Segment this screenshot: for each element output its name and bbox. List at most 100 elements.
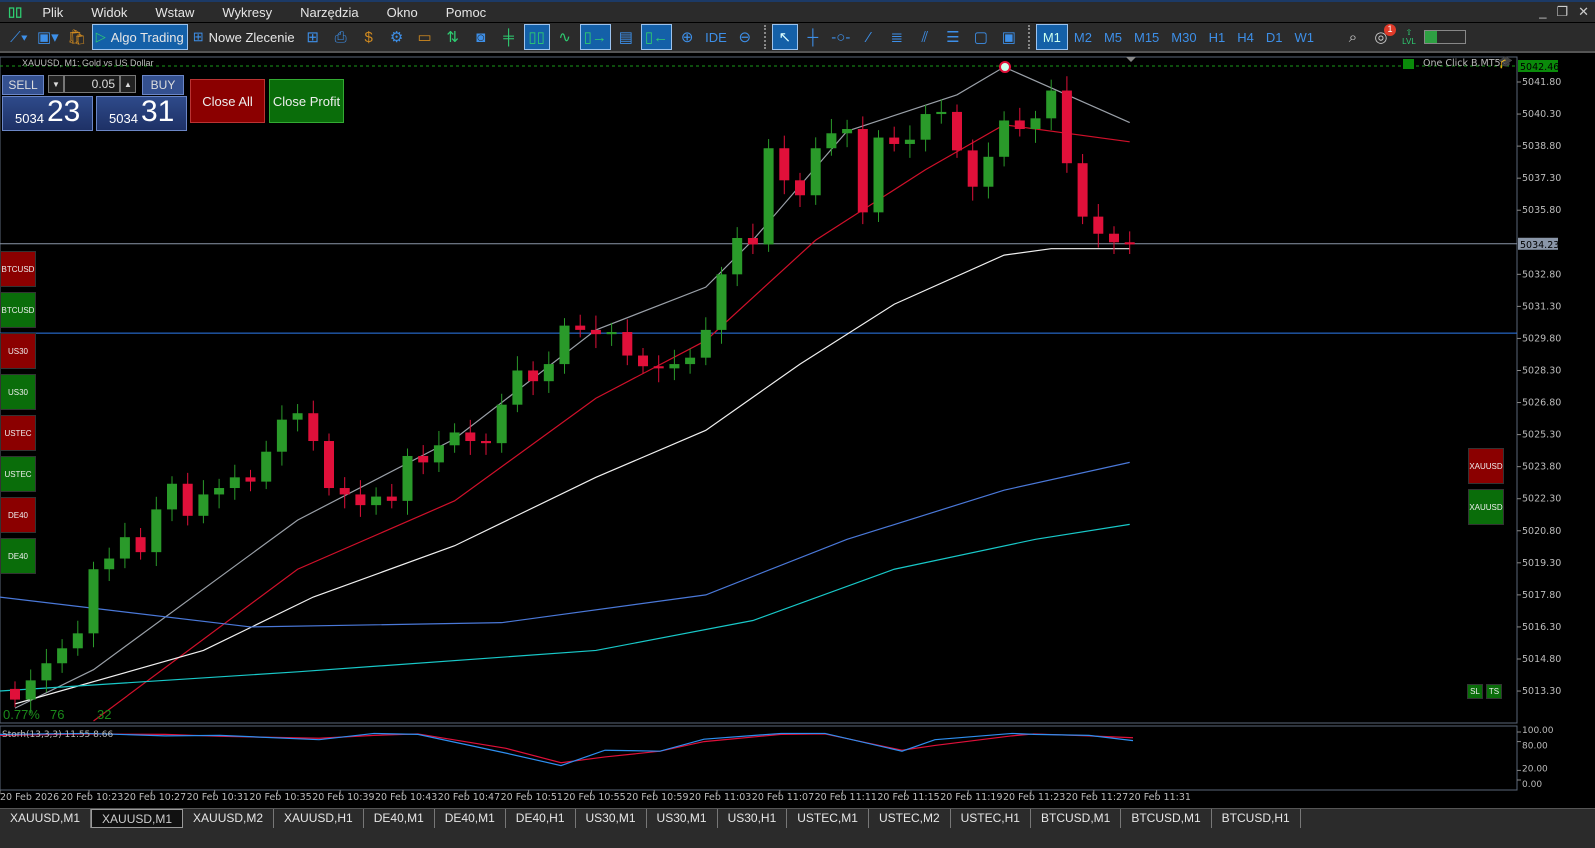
chart-tab[interactable]: USTEC,M1 — [787, 809, 869, 828]
chart-tab[interactable]: XAUUSD,H1 — [274, 809, 364, 828]
timeframe-d1[interactable]: D1 — [1265, 29, 1283, 45]
timeframe-w1[interactable]: W1 — [1294, 29, 1314, 45]
lines-icon[interactable]: ☰ — [946, 29, 960, 46]
symbol-button-de40-green[interactable]: DE40 — [0, 538, 36, 574]
chart-tab[interactable]: US30,M1 — [647, 809, 718, 828]
menu-pomoc[interactable]: Pomoc — [445, 4, 487, 20]
chart-tab[interactable]: DE40,M1 — [435, 809, 506, 828]
print-icon[interactable]: ⎙ — [334, 28, 347, 46]
close-all-button[interactable]: Close All — [190, 79, 265, 123]
chart-tab[interactable]: BTCUSD,M1 — [1031, 809, 1122, 828]
autoscroll-icon[interactable]: ▯→ — [579, 24, 611, 50]
crosshair-icon[interactable]: ┼ — [807, 28, 819, 46]
symbol-button-btcusd-red[interactable]: BTCUSD — [0, 251, 36, 287]
chart-shift-icon[interactable]: ▯← — [640, 24, 673, 50]
rectangle-icon[interactable]: ▢ — [973, 29, 988, 46]
chart-tab[interactable]: US30,H1 — [718, 809, 788, 828]
bull-candle — [983, 156, 994, 187]
buy-button[interactable]: BUY — [142, 75, 184, 95]
new-order-button[interactable]: ⊞ Nowe Zlecenie — [192, 29, 295, 45]
screenshot-icon[interactable]: ◙ — [476, 28, 486, 46]
symbol-button-ustec-red[interactable]: USTEC — [0, 415, 36, 451]
bar-chart-icon[interactable]: ╪ — [503, 28, 514, 46]
sell-price-button[interactable]: 5034 23 — [2, 95, 93, 131]
buy-price-button[interactable]: 5034 31 — [96, 95, 187, 131]
ide-button[interactable]: IDE — [705, 29, 727, 45]
chart-type-icon[interactable]: ⟋▾ — [10, 28, 28, 46]
cursor-icon[interactable]: ↖ — [771, 24, 798, 50]
chart-tab[interactable]: BTCUSD,H1 — [1212, 809, 1301, 828]
timeframe-m2[interactable]: M2 — [1073, 29, 1092, 45]
menu-okno[interactable]: Okno — [386, 4, 418, 20]
symbol-button-us30-green[interactable]: US30 — [0, 374, 36, 410]
candlestick-icon[interactable]: ▯▯ — [523, 24, 550, 50]
chart-tab[interactable]: US30,M1 — [576, 809, 647, 828]
zoom-in-icon[interactable]: ⊕ — [680, 29, 694, 46]
symbol-button-de40-red[interactable]: DE40 — [0, 497, 36, 533]
lot-size-input[interactable]: 0.05 — [64, 75, 120, 93]
menu-wstaw[interactable]: Wstaw — [155, 4, 195, 20]
market-icon[interactable]: 🛍 — [67, 29, 87, 46]
chart-tab[interactable]: XAUUSD,M1 — [0, 809, 92, 828]
restore-icon[interactable]: ❐ — [1556, 4, 1569, 19]
bear-candle — [135, 537, 146, 553]
menu-widok[interactable]: Widok — [91, 4, 128, 20]
notifications-icon[interactable]: ◎ 1 — [1368, 24, 1396, 50]
folder-icon[interactable]: ▭ — [417, 29, 432, 46]
chart-tab[interactable]: DE40,M1 — [364, 809, 435, 828]
sell-button[interactable]: SELL — [2, 75, 44, 95]
timeframe-m30[interactable]: M30 — [1171, 29, 1197, 45]
chart-shift-marker-icon — [1126, 57, 1136, 62]
chart-tab[interactable]: XAUUSD,M1 — [91, 809, 184, 828]
menu-narzedzia[interactable]: Narzędzia — [300, 4, 359, 20]
timeframe-m1[interactable]: M1 — [1035, 24, 1068, 50]
minimize-icon[interactable]: _ — [1539, 4, 1547, 19]
algo-trading-button[interactable]: ▷ Algo Trading — [91, 24, 188, 50]
channel-icon[interactable]: ⫽ — [921, 28, 929, 46]
lot-increase-button[interactable]: ▲ — [120, 75, 136, 93]
symbol-button-xauusd-red[interactable]: XAUUSD — [1468, 448, 1504, 484]
timeframe-m15[interactable]: M15 — [1134, 29, 1160, 45]
lot-decrease-button[interactable]: ▼ — [48, 75, 64, 93]
chart-tab[interactable]: USTEC,M2 — [869, 809, 951, 828]
lvl-icon[interactable]: ⇧ LVL — [1402, 28, 1416, 46]
close-profit-button[interactable]: Close Profit — [269, 79, 344, 123]
high-marker-icon — [999, 61, 1011, 73]
fibonacci-icon[interactable]: ≣ — [890, 29, 904, 46]
chart-tab[interactable]: USTEC,H1 — [951, 809, 1031, 828]
menu-plik[interactable]: Plik — [42, 4, 64, 20]
trendline-icon[interactable]: ⁄ — [867, 28, 871, 46]
stoch-tick-label: 0.00 — [1522, 780, 1542, 790]
chart-tab[interactable]: DE40,H1 — [506, 809, 576, 828]
horizontal-line-icon[interactable]: -○- — [831, 28, 851, 46]
template-icon[interactable]: ▤ — [618, 29, 633, 46]
menu-wykresy[interactable]: Wykresy — [222, 4, 273, 20]
line-chart-icon[interactable]: ∿ — [558, 29, 571, 46]
timeframe-m5[interactable]: M5 — [1103, 29, 1122, 45]
tile-windows-icon[interactable]: ⊞ — [306, 29, 319, 46]
symbol-button-us30-red[interactable]: US30 — [0, 333, 36, 369]
timeframe-h4[interactable]: H4 — [1237, 29, 1254, 45]
bull-candle — [214, 488, 225, 495]
symbol-button-btcusd-green[interactable]: BTCUSD — [0, 292, 36, 328]
indicator-window-icon[interactable]: ▣ — [1001, 29, 1016, 46]
indicators-icon[interactable]: ▣▾ — [37, 29, 59, 46]
search-icon[interactable]: ⌕ — [1348, 28, 1358, 46]
symbol-button-xauusd-green[interactable]: XAUUSD — [1468, 489, 1504, 525]
buy-sell-arrows-icon[interactable]: ⇅ — [446, 29, 459, 46]
moving-average-line — [14, 66, 1130, 709]
bull-candle — [763, 148, 774, 245]
zoom-out-icon[interactable]: ⊖ — [738, 29, 752, 46]
bull-candle — [276, 419, 287, 452]
dollar-icon[interactable]: $ — [364, 28, 373, 46]
symbol-button-ustec-green[interactable]: USTEC — [0, 456, 36, 492]
sl-button[interactable]: SL — [1467, 684, 1483, 699]
chart-tab[interactable]: XAUUSD,M2 — [183, 809, 275, 828]
app-logo-icon: ▯▯ — [8, 4, 23, 19]
timeframe-h1[interactable]: H1 — [1208, 29, 1226, 45]
close-icon[interactable]: ✕ — [1578, 4, 1589, 19]
chart-tab[interactable]: BTCUSD,M1 — [1121, 809, 1212, 828]
ts-button[interactable]: TS — [1486, 684, 1502, 699]
settings-icon[interactable]: ⚙ — [389, 29, 404, 46]
